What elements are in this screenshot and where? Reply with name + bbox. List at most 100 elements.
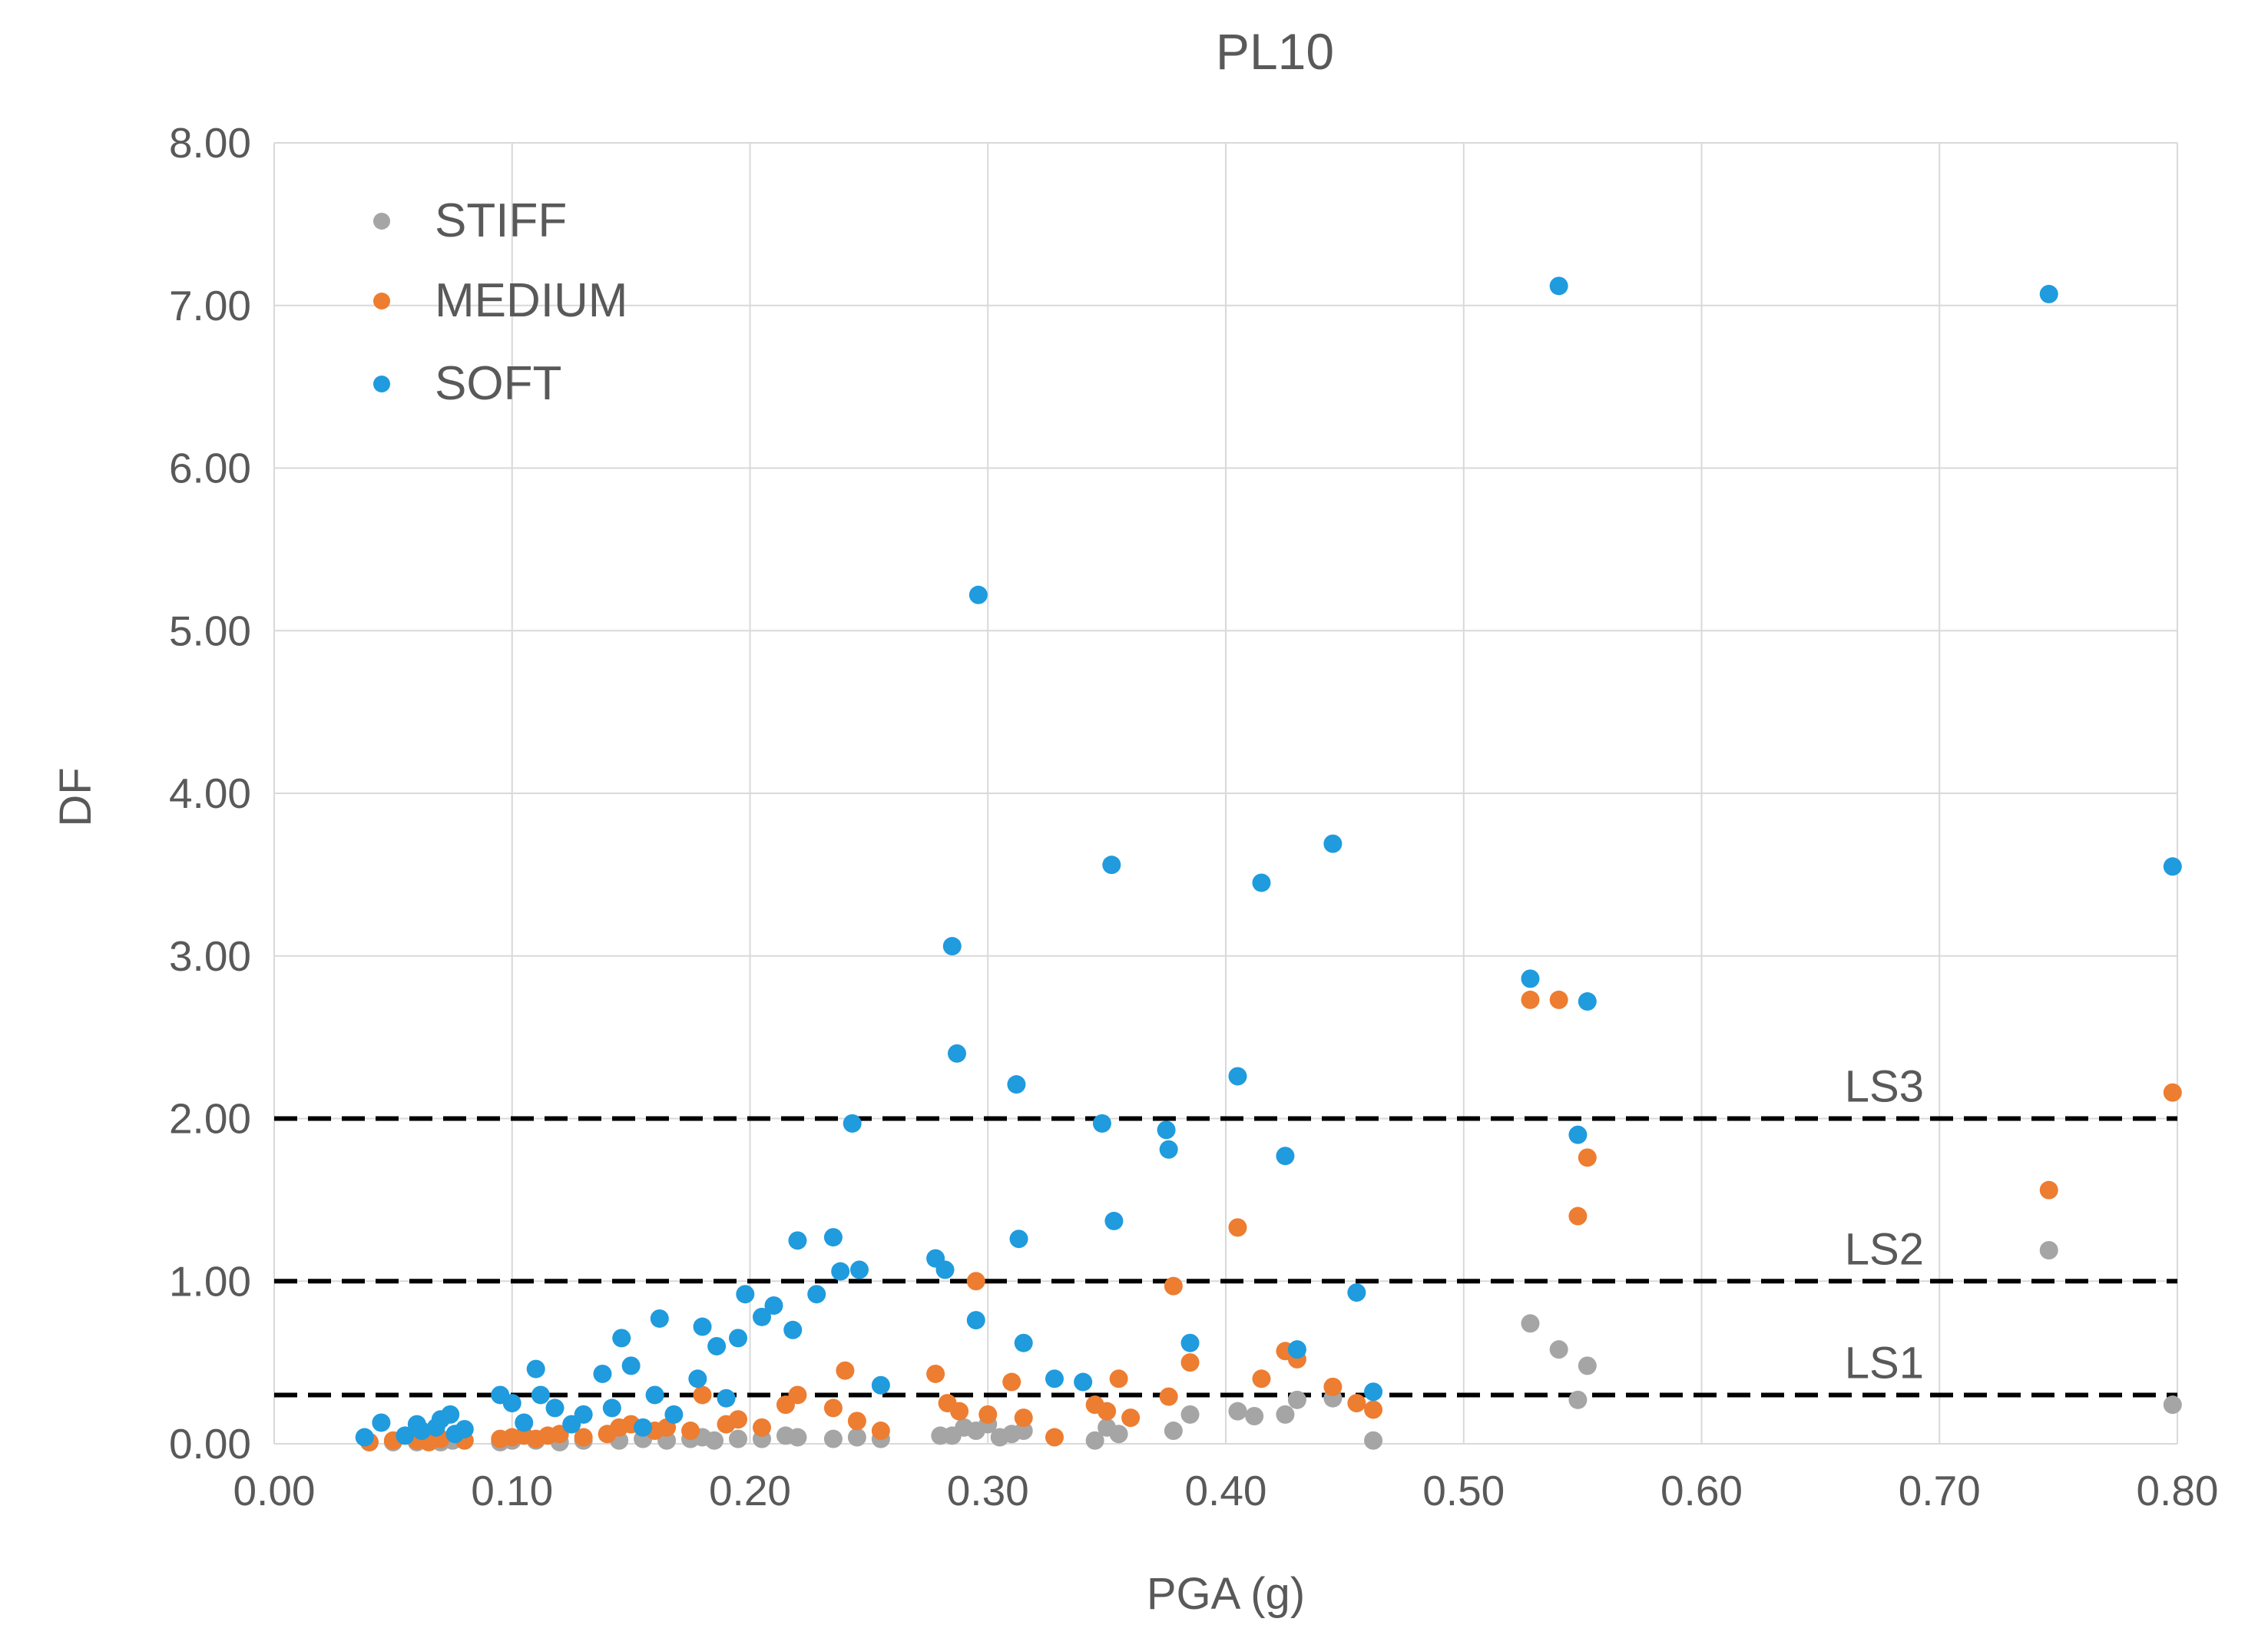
- data-point-stiff: [1085, 1431, 1104, 1450]
- data-point-soft: [764, 1296, 783, 1316]
- data-point-medium: [788, 1385, 807, 1405]
- data-point-stiff: [1164, 1422, 1183, 1441]
- legend-label-stiff: STIFF: [435, 194, 567, 247]
- legend-marker-medium: [373, 293, 390, 309]
- data-point-soft: [545, 1398, 565, 1418]
- data-point-soft: [526, 1359, 545, 1379]
- data-point-medium: [693, 1385, 712, 1405]
- data-point-soft: [412, 1422, 432, 1441]
- data-point-medium: [1521, 990, 1540, 1009]
- data-point-soft: [1549, 276, 1568, 296]
- data-point-soft: [1014, 1333, 1033, 1352]
- data-point-soft: [1347, 1283, 1366, 1302]
- x-tick-label: 0.40: [1184, 1467, 1266, 1514]
- data-point-medium: [1578, 1148, 1597, 1167]
- data-point-stiff: [1364, 1431, 1383, 1450]
- data-point-soft: [1252, 873, 1271, 892]
- data-point-soft: [1009, 1230, 1028, 1249]
- data-point-medium: [1002, 1372, 1021, 1392]
- data-point-medium: [1159, 1387, 1178, 1406]
- data-point-soft: [707, 1336, 727, 1355]
- data-point-soft: [1074, 1372, 1093, 1392]
- data-point-soft: [593, 1364, 612, 1383]
- data-point-soft: [621, 1356, 641, 1375]
- y-tick-label: 5.00: [169, 607, 251, 654]
- data-point-medium: [926, 1364, 945, 1383]
- data-point-medium: [836, 1361, 855, 1380]
- threshold-layer: LS3 LS2 LS1: [274, 1062, 2177, 1398]
- data-point-medium: [966, 1272, 985, 1291]
- series-soft: [355, 276, 2182, 1447]
- x-tick-label: 0.80: [2136, 1467, 2218, 1514]
- data-point-soft: [788, 1231, 807, 1250]
- data-point-soft: [372, 1413, 391, 1432]
- data-point-soft: [1578, 992, 1597, 1011]
- data-point-soft: [1102, 856, 1121, 875]
- data-point-medium: [2039, 1180, 2058, 1200]
- data-point-soft: [935, 1260, 955, 1279]
- data-point-medium: [574, 1428, 593, 1447]
- data-point-soft: [645, 1385, 664, 1405]
- data-point-stiff: [2039, 1241, 2058, 1260]
- data-point-soft: [1045, 1369, 1064, 1388]
- data-point-stiff: [1578, 1356, 1597, 1375]
- data-point-medium: [729, 1410, 748, 1429]
- data-point-stiff: [1276, 1405, 1295, 1424]
- data-point-soft: [688, 1369, 707, 1388]
- data-point-stiff: [788, 1428, 807, 1447]
- data-points-layer: [355, 276, 2182, 1451]
- y-tick-label: 1.00: [169, 1257, 251, 1305]
- data-point-stiff: [1521, 1314, 1540, 1333]
- data-point-medium: [681, 1422, 700, 1441]
- data-point-soft: [1364, 1382, 1383, 1402]
- grid-layer: [273, 142, 2178, 1445]
- threshold-label-ls3: LS3: [1845, 1062, 1924, 1112]
- legend-marker-soft: [373, 376, 390, 392]
- x-tick-label: 0.20: [709, 1467, 791, 1514]
- data-point-medium: [752, 1418, 771, 1437]
- data-point-soft: [968, 585, 988, 604]
- data-point-medium: [1549, 990, 1568, 1009]
- data-point-soft: [1157, 1120, 1176, 1140]
- data-point-soft: [843, 1114, 862, 1133]
- data-point-soft: [531, 1385, 550, 1405]
- data-point-medium: [823, 1398, 843, 1418]
- data-point-soft: [823, 1228, 843, 1247]
- data-point-soft: [1007, 1075, 1026, 1094]
- data-point-stiff: [1287, 1390, 1306, 1409]
- data-point-soft: [1323, 834, 1343, 853]
- data-point-medium: [1180, 1353, 1200, 1372]
- data-point-soft: [664, 1405, 684, 1424]
- data-point-soft: [574, 1405, 593, 1424]
- data-point-medium: [1323, 1377, 1343, 1396]
- data-point-soft: [752, 1307, 771, 1326]
- data-point-medium: [1045, 1428, 1064, 1447]
- data-point-soft: [502, 1394, 521, 1413]
- data-point-medium: [950, 1402, 969, 1421]
- data-point-medium: [1098, 1402, 1117, 1421]
- data-point-stiff: [1014, 1422, 1033, 1441]
- data-point-soft: [849, 1260, 869, 1279]
- data-point-soft: [1104, 1211, 1124, 1230]
- data-point-soft: [966, 1311, 985, 1330]
- data-point-medium: [1121, 1408, 1141, 1428]
- chart-title: PL10: [1216, 23, 1334, 80]
- y-tick-label: 6.00: [169, 445, 251, 492]
- data-point-soft: [455, 1419, 474, 1438]
- data-point-soft: [1180, 1333, 1200, 1352]
- data-point-soft: [717, 1388, 736, 1408]
- data-point-soft: [602, 1398, 621, 1418]
- x-tick-label: 0.60: [1660, 1467, 1743, 1514]
- data-point-soft: [1276, 1147, 1295, 1166]
- data-point-stiff: [1245, 1407, 1264, 1426]
- data-point-medium: [1347, 1394, 1366, 1413]
- legend-label-soft: SOFT: [435, 357, 561, 410]
- x-tick-label: 0.00: [233, 1467, 315, 1514]
- data-point-medium: [1228, 1218, 1247, 1237]
- data-point-stiff: [1549, 1340, 1568, 1359]
- data-point-soft: [355, 1428, 374, 1447]
- data-point-medium: [871, 1422, 890, 1441]
- data-point-stiff: [729, 1429, 748, 1448]
- data-point-soft: [441, 1405, 460, 1424]
